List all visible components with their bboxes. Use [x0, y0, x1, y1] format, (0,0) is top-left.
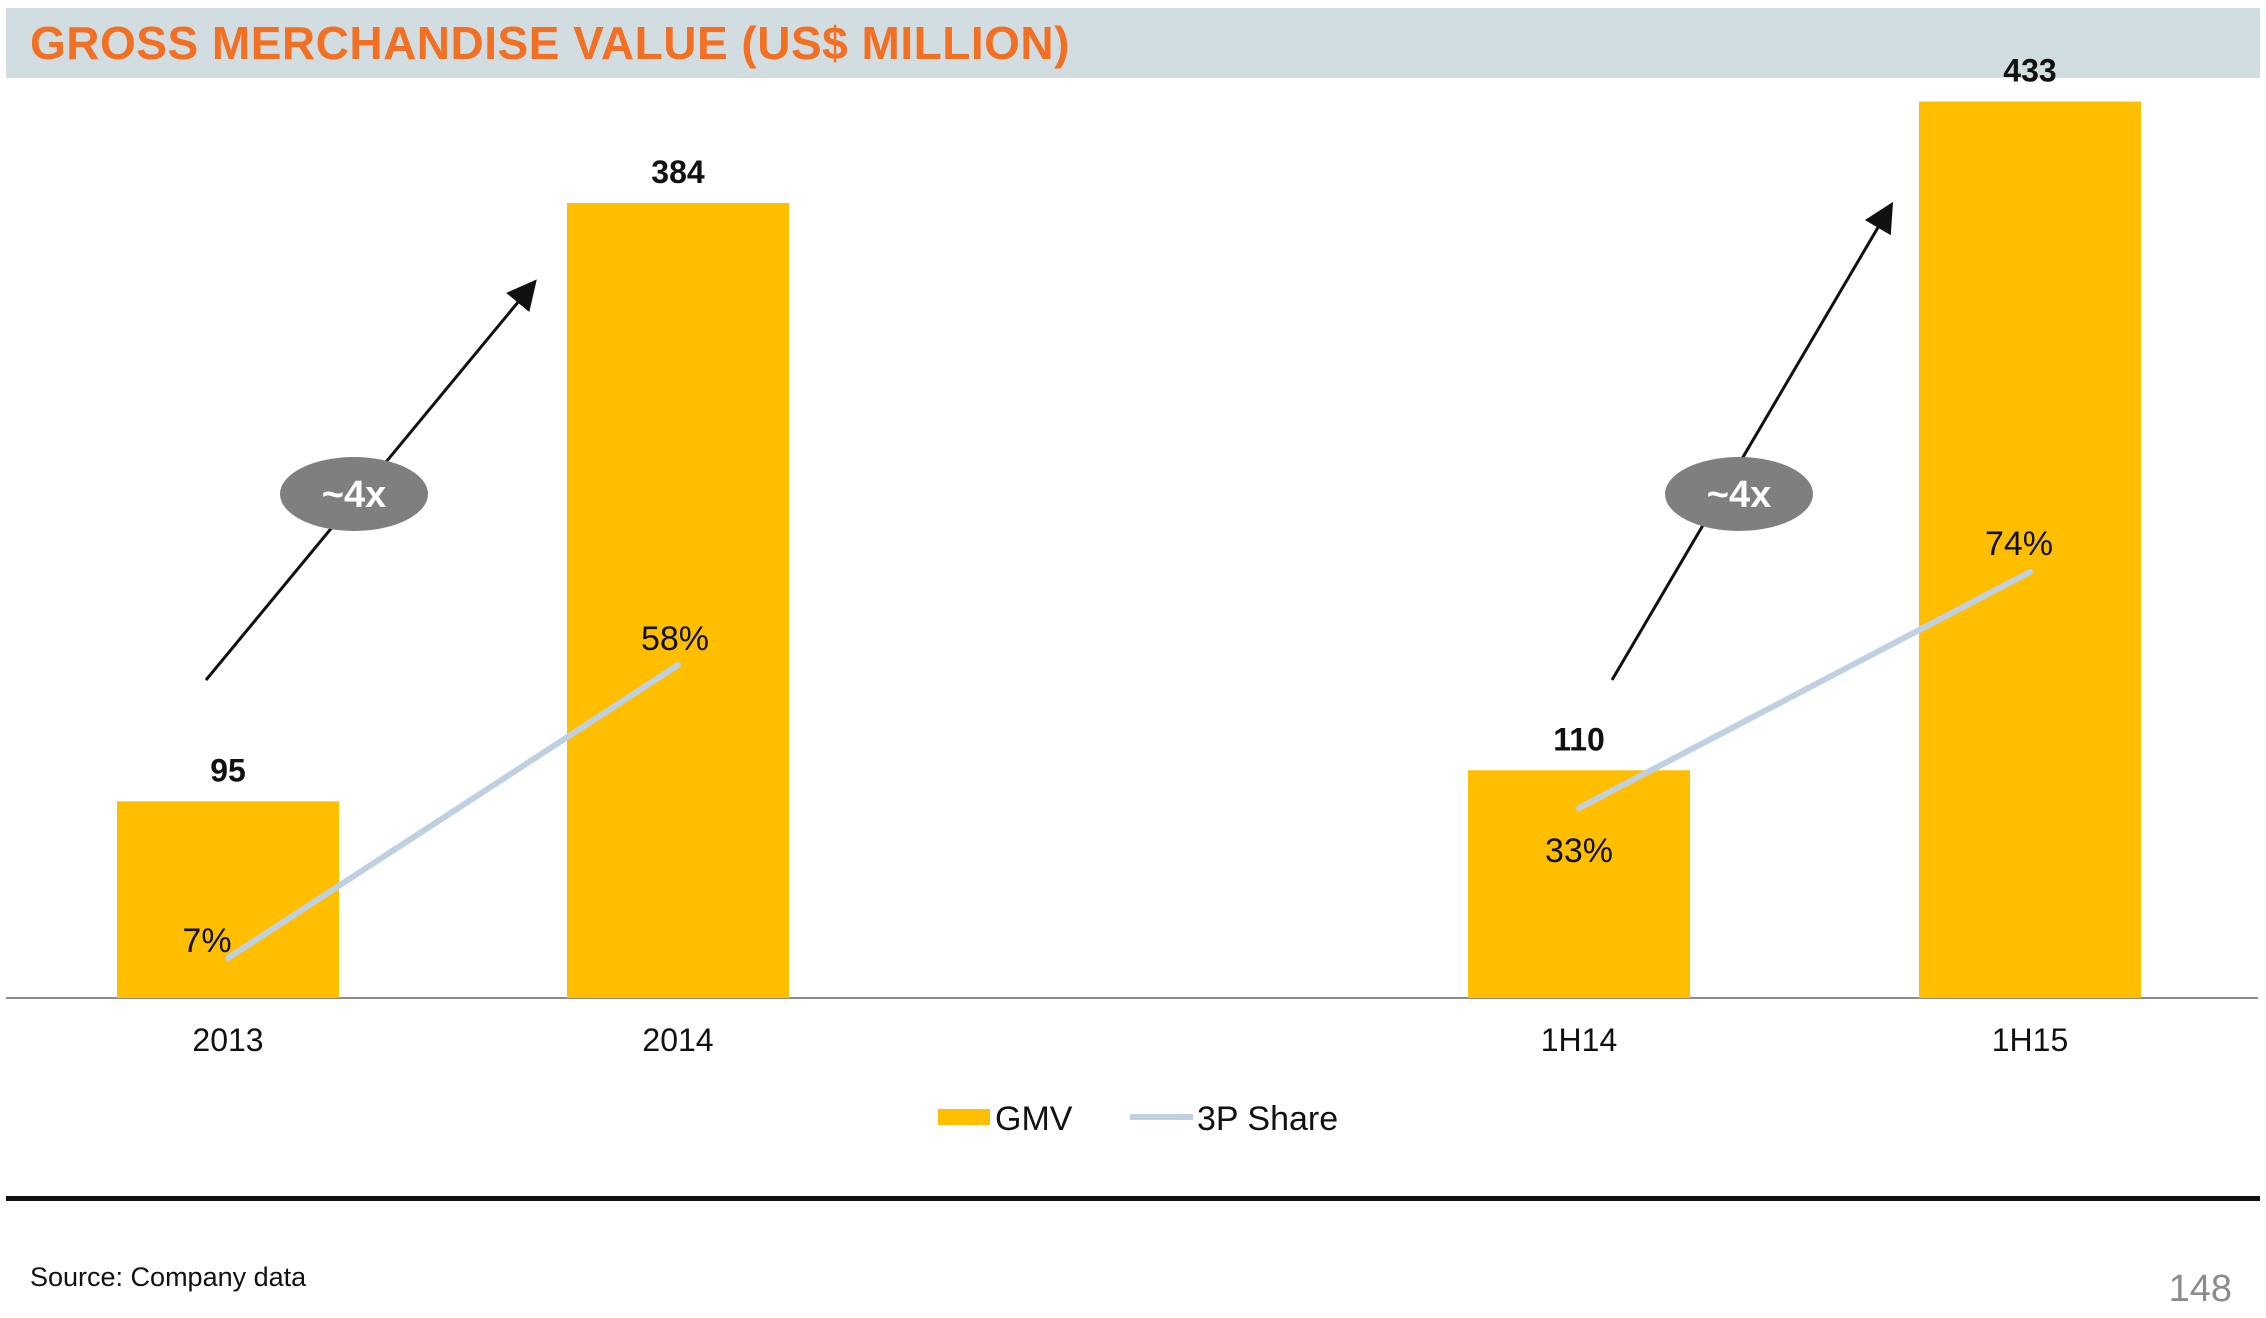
- growth-badge-label: ~4x: [1707, 474, 1771, 516]
- bar-gmv-2013: [117, 801, 339, 998]
- legend-swatch-gmv: [938, 1109, 990, 1125]
- x-tick-label: 1H15: [1992, 1022, 2069, 1058]
- title-bar: GROSS MERCHANDISE VALUE (US$ MILLION): [6, 8, 2260, 78]
- bar-value-label: 433: [2003, 53, 2056, 89]
- line-value-label: 74%: [1985, 525, 2053, 563]
- source-note: Source: Company data: [30, 1262, 307, 1292]
- line-value-label: 58%: [641, 620, 709, 658]
- bar-gmv-1h15: [1919, 101, 2141, 998]
- growth-badge: [280, 457, 428, 531]
- line-value-label: 33%: [1545, 832, 1613, 870]
- x-tick-label: 2014: [642, 1022, 713, 1058]
- line-value-label: 7%: [182, 922, 231, 960]
- line-3p-share-segment: [1576, 569, 2033, 811]
- footer-rule: [6, 1196, 2260, 1201]
- page-number: 148: [2168, 1268, 2232, 1310]
- bar-gmv-1h14: [1468, 770, 1690, 998]
- bar-gmv-2014: [567, 203, 789, 998]
- legend-label-3p-share: 3P Share: [1197, 1100, 1338, 1138]
- bar-value-label: 384: [651, 154, 705, 190]
- x-tick-label: 2013: [192, 1022, 263, 1058]
- growth-arrow: [1610, 201, 1894, 681]
- x-tick-label: 1H14: [1541, 1022, 1618, 1058]
- growth-badge-label: ~4x: [322, 474, 386, 516]
- growth-badge: [1665, 457, 1813, 531]
- page-title: GROSS MERCHANDISE VALUE (US$ MILLION): [30, 17, 1070, 69]
- legend-label-gmv: GMV: [995, 1100, 1073, 1138]
- line-3p-share-segment: [225, 662, 681, 961]
- bar-value-label: 110: [1553, 721, 1605, 757]
- bar-value-label: 95: [210, 752, 246, 788]
